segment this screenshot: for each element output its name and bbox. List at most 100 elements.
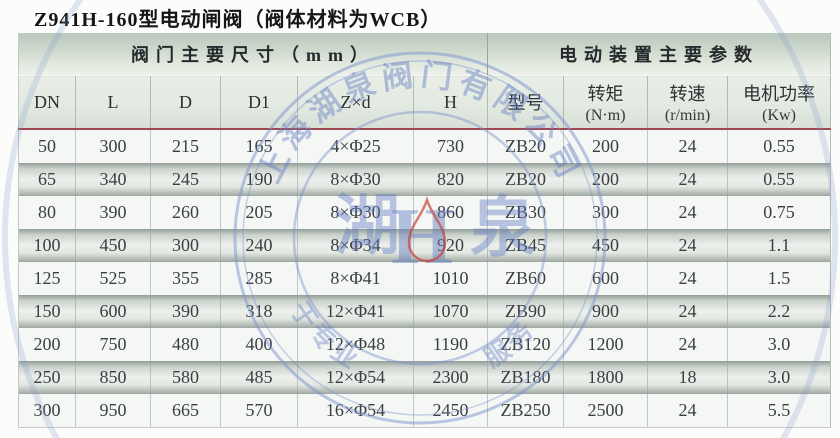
cell-d: 480 (150, 328, 221, 361)
table-header: 阀门主要尺寸（mm） 电动装置主要参数 DN L D D1 Z×d H 型号 转… (18, 33, 831, 130)
cell-h: 860 (412, 196, 488, 229)
col-unit: (N·m) (585, 106, 626, 124)
table-row: 50 300 215 165 4×Φ25 730 ZB20 200 24 0.55 (18, 129, 831, 163)
cell-l: 300 (75, 129, 151, 163)
cell-d: 260 (150, 196, 221, 229)
column-header-row: DN L D D1 Z×d H 型号 转矩 (N·m) 转速 (r/min) 电机功… (18, 75, 831, 130)
cell-d1: 400 (220, 328, 298, 361)
cell-torque: 300 (563, 196, 648, 229)
col-header-h: H (412, 75, 488, 130)
cell-h: 820 (412, 163, 488, 196)
cell-model: ZB30 (487, 196, 564, 229)
cell-torque: 1200 (563, 328, 648, 361)
table-body: 50 300 215 165 4×Φ25 730 ZB20 200 24 0.55 65 340 245… (18, 129, 831, 428)
col-unit: (r/min) (664, 106, 711, 124)
cell-d: 580 (150, 361, 221, 394)
cell-power: 0.55 (727, 163, 831, 196)
cell-power: 0.55 (727, 129, 831, 163)
col-header-model: 型号 (487, 75, 564, 130)
col-label: H (444, 91, 458, 112)
cell-torque: 900 (563, 295, 648, 328)
cell-dn: 80 (38, 202, 56, 222)
cell-model: ZB120 (487, 328, 564, 361)
page-title: Z941H-160型电动闸阀（阀体材料为WCB） (34, 9, 442, 31)
cell-torque: 200 (563, 129, 648, 163)
cell-power: 2.2 (727, 295, 831, 328)
cell-d: 665 (150, 394, 221, 428)
cell-torque: 450 (563, 229, 648, 262)
cell-dn: 300 (18, 394, 76, 428)
table-row: 250 850 580 485 12×Φ54 2300 ZB180 1800 18 3.0 (18, 361, 831, 394)
cell-model: ZB250 (487, 394, 564, 428)
cell-power: 3.0 (727, 328, 831, 361)
col-label: L (107, 91, 119, 112)
cell-d: 245 (150, 163, 221, 196)
table-row: 300 950 665 570 16×Φ54 2450 ZB250 2500 24 5.5 (18, 394, 831, 428)
cell-l: 750 (75, 328, 151, 361)
col-label: Z×d (340, 91, 371, 112)
col-label: 型号 (507, 93, 544, 113)
cell-dn: 100 (33, 235, 61, 255)
cell-zxd: 8×Φ34 (297, 229, 414, 262)
cell-model: ZB180 (487, 361, 564, 394)
cell-l: 390 (75, 196, 151, 229)
col-label: 转矩 (587, 83, 624, 104)
table-row: 150 600 390 318 12×Φ41 1070 ZB90 900 24 2.2 (18, 295, 831, 328)
cell-h: 1190 (412, 328, 488, 361)
col-header-zxd: Z×d (297, 75, 414, 130)
cell-torque: 1800 (563, 361, 648, 394)
cell-d1: 205 (220, 196, 298, 229)
col-header-d1: D1 (220, 75, 298, 130)
group-header-valve-dimensions: 阀门主要尺寸（mm） (18, 33, 489, 76)
cell-torque: 200 (563, 163, 648, 196)
col-label: 电机功率 (743, 83, 816, 104)
cell-dn: 125 (33, 268, 61, 288)
cell-dn: 150 (33, 301, 61, 321)
cell-model: ZB20 (487, 129, 564, 163)
cell-h: 730 (412, 129, 488, 163)
cell-speed: 24 (647, 295, 728, 328)
cell-power: 0.75 (727, 196, 831, 229)
cell-h: 1010 (412, 262, 488, 295)
cell-dn: 200 (33, 334, 61, 354)
col-label: 转速 (669, 83, 706, 104)
cell-zxd: 8×Φ30 (297, 163, 414, 196)
cell-h: 2300 (412, 361, 488, 394)
cell-d1: 240 (220, 229, 298, 262)
cell-model: ZB60 (487, 262, 564, 295)
cell-d: 390 (150, 295, 221, 328)
cell-l: 600 (75, 295, 151, 328)
cell-speed: 24 (647, 262, 728, 295)
cell-speed: 24 (647, 394, 728, 428)
cell-zxd: 8×Φ41 (297, 262, 414, 295)
cell-model: ZB90 (487, 295, 564, 328)
table-row: 80 390 260 205 8×Φ30 860 ZB30 300 24 0.75 (18, 196, 831, 229)
cell-speed: 18 (647, 361, 728, 394)
cell-dn: 250 (33, 367, 61, 387)
cell-torque: 600 (563, 262, 648, 295)
col-header-dn: DN (18, 75, 76, 130)
cell-h: 920 (412, 229, 488, 262)
cell-speed: 24 (647, 229, 728, 262)
col-label: D1 (248, 91, 270, 112)
cell-zxd: 8×Φ30 (297, 196, 414, 229)
cell-speed: 24 (647, 196, 728, 229)
cell-d1: 318 (220, 295, 298, 328)
cell-d1: 485 (220, 361, 298, 394)
cell-l: 340 (75, 163, 151, 196)
cell-power: 1.5 (727, 262, 831, 295)
cell-model: ZB20 (487, 163, 564, 196)
cell-l: 850 (75, 361, 151, 394)
cell-zxd: 16×Φ54 (297, 394, 414, 428)
cell-h: 2450 (412, 394, 488, 428)
cell-torque: 2500 (563, 394, 648, 428)
col-header-torque: 转矩 (N·m) (563, 75, 648, 130)
cell-zxd: 12×Φ48 (297, 328, 414, 361)
cell-speed: 24 (647, 163, 728, 196)
cell-power: 1.1 (727, 229, 831, 262)
col-header-l: L (75, 75, 151, 130)
cell-d: 215 (150, 129, 221, 163)
col-label: D (179, 91, 192, 112)
cell-power: 3.0 (727, 361, 831, 394)
